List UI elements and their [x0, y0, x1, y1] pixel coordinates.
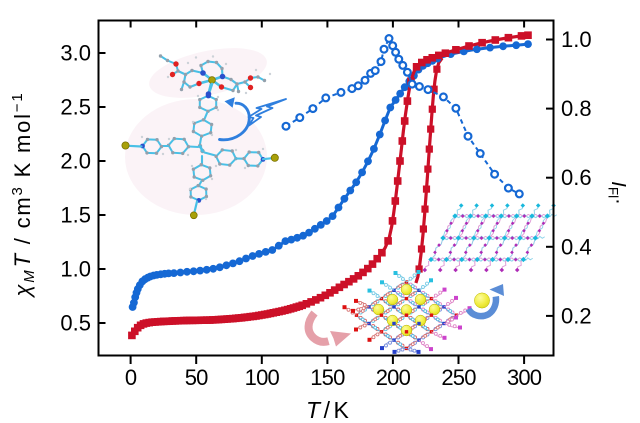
svg-text:1.0: 1.0 [60, 257, 91, 282]
svg-text:0.5: 0.5 [60, 311, 91, 336]
svg-text:2.5: 2.5 [60, 95, 91, 120]
svg-text:IFl·: IFl· [606, 181, 630, 204]
svg-text:0: 0 [125, 365, 137, 390]
svg-text:0.8: 0.8 [561, 96, 592, 121]
svg-text:300: 300 [507, 365, 542, 390]
svg-text:1.0: 1.0 [561, 27, 592, 52]
svg-text:150: 150 [310, 365, 345, 390]
svg-text:0.4: 0.4 [561, 234, 592, 259]
svg-text:100: 100 [245, 365, 280, 390]
svg-text:200: 200 [376, 365, 411, 390]
svg-text:0.2: 0.2 [561, 303, 592, 328]
svg-text:T/K: T / K [306, 397, 349, 423]
svg-text:50: 50 [185, 365, 208, 390]
svg-text:χMT / cm3 K mol−1: χMT / cm3 K mol−1 [9, 91, 38, 298]
svg-text:0.6: 0.6 [561, 165, 592, 190]
svg-text:250: 250 [441, 365, 476, 390]
svg-text:2.0: 2.0 [60, 149, 91, 174]
svg-text:3.0: 3.0 [60, 41, 91, 66]
svg-text:1.5: 1.5 [60, 203, 91, 228]
